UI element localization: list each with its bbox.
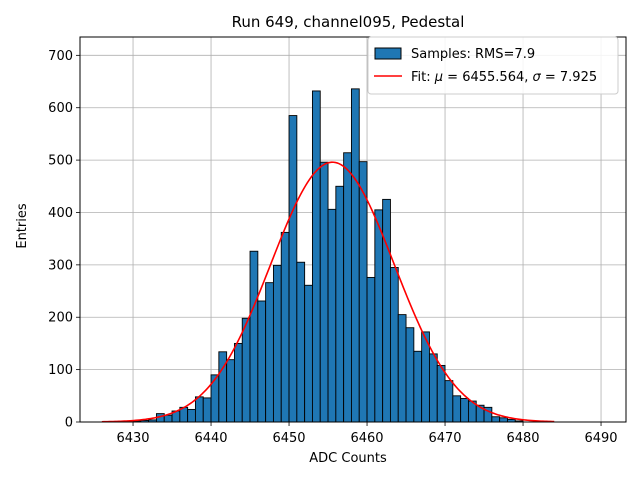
histogram-bar	[499, 417, 508, 423]
y-tick-label: 700	[48, 49, 73, 64]
histogram-bar	[311, 90, 321, 423]
legend: Samples: RMS=7.9 Fit: μ = 6455.564, σ = …	[367, 36, 619, 95]
y-tick-label: 0	[65, 416, 73, 431]
histogram-bar	[413, 350, 423, 423]
legend-fit-label: Fit: μ = 6455.564, σ = 7.925	[411, 70, 597, 85]
legend-samples-label: Samples: RMS=7.9	[411, 47, 535, 62]
x-tick-label: 6440	[194, 431, 227, 446]
histogram-bar	[265, 282, 274, 423]
histogram-bar	[272, 264, 282, 423]
fit-curve-group	[101, 161, 555, 423]
histogram-bar	[335, 185, 345, 423]
histogram-bar	[358, 161, 368, 423]
x-tick-label: 6450	[272, 431, 305, 446]
histogram-bar	[436, 364, 446, 423]
gaussian-fit-line	[101, 161, 555, 423]
y-tick-label: 100	[48, 363, 73, 378]
histogram-bar	[382, 198, 391, 423]
legend-fit-prefix: Fit:	[411, 70, 435, 85]
x-tick-label: 6490	[584, 431, 617, 446]
histogram-bar	[405, 327, 415, 423]
legend-fit-mu-value: = 6455.564,	[443, 70, 532, 85]
chart-title: Run 649, channel095, Pedestal	[232, 13, 465, 31]
legend-box	[367, 36, 619, 95]
plot-frame	[79, 36, 627, 423]
histogram-bar	[327, 208, 337, 423]
y-tick-label: 400	[48, 206, 73, 221]
histogram-bar	[233, 342, 243, 423]
histogram-bar	[374, 209, 384, 423]
y-tick-label: 200	[48, 311, 73, 326]
histogram-bar	[249, 250, 259, 423]
x-tick-label: 6480	[506, 431, 539, 446]
histogram-bar	[460, 397, 469, 423]
histogram-bar	[428, 353, 438, 423]
histogram-bar	[241, 317, 251, 423]
histogram-bar	[319, 161, 329, 423]
histogram-bar	[296, 261, 306, 423]
histogram-bar	[163, 414, 173, 423]
histogram-bar	[226, 359, 235, 423]
y-tick-label: 300	[48, 258, 73, 273]
histogram-bar	[288, 115, 298, 423]
legend-fit-mu-symbol: μ	[434, 70, 443, 85]
histogram-bar	[444, 380, 454, 423]
histogram-bar	[280, 231, 290, 423]
histogram-bar	[350, 88, 360, 423]
histogram-bar	[366, 276, 376, 423]
legend-fit-sigma-symbol: σ	[533, 70, 542, 85]
histogram-bar	[343, 152, 352, 423]
histogram-bar	[194, 396, 204, 423]
histogram-bar	[187, 408, 196, 423]
x-tick-label: 6430	[116, 431, 149, 446]
y-tick-label: 600	[48, 101, 73, 116]
histogram-bar	[304, 284, 313, 423]
legend-samples-swatch	[374, 47, 402, 60]
y-axis-title: Entries	[15, 203, 30, 249]
histogram-bar	[389, 267, 399, 423]
histogram-bar	[257, 300, 267, 423]
legend-fit-sigma-value: = 7.925	[541, 70, 597, 85]
y-tick-label: 500	[48, 154, 73, 169]
axis-ticks: 6430 6440 6450 6460 6470 6480 6490 0 100 200 300 40…	[48, 49, 617, 446]
histogram-bar	[397, 314, 407, 423]
histogram-bar	[202, 397, 212, 423]
x-tick-label: 6460	[350, 431, 383, 446]
histogram-bar	[452, 395, 462, 423]
x-axis-title: ADC Counts	[309, 451, 387, 466]
x-tick-label: 6470	[428, 431, 461, 446]
histogram-bar	[491, 416, 501, 423]
